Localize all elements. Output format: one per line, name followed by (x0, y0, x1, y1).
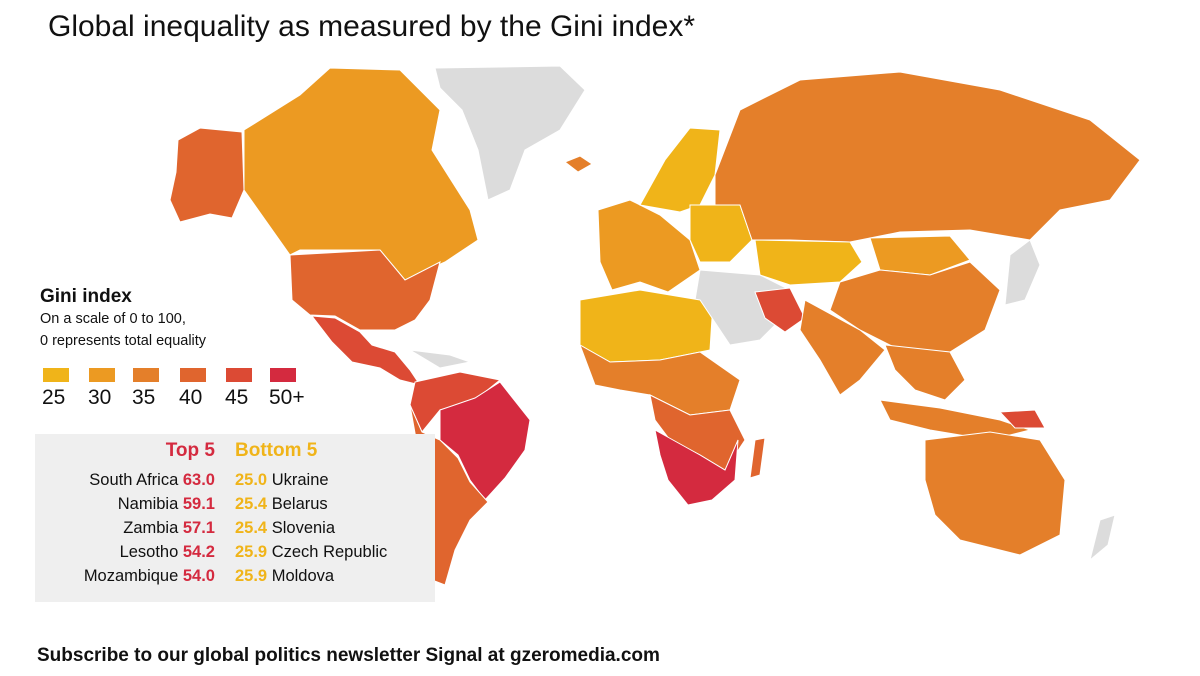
legend-label-25: 25 (42, 386, 66, 409)
top5-row: Lesotho 54.2 (35, 540, 215, 564)
region-southern-africa (654, 429, 739, 506)
legend-label-40: 40 (179, 386, 203, 409)
legend-label-30: 30 (88, 386, 112, 409)
top5-country: Zambia (123, 519, 179, 537)
legend-subtitle-line1: On a scale of 0 to 100, (40, 311, 186, 327)
top5-value: 57.1 (182, 519, 215, 537)
region-mexico (310, 315, 422, 386)
bottom5-row: 25.4 Slovenia (235, 516, 335, 540)
bottom5-value: 25.9 (235, 567, 268, 585)
legend-swatch-40 (180, 368, 206, 382)
map-title: Global inequality as measured by the Gin… (48, 10, 696, 43)
region-iceland (563, 155, 593, 173)
bottom5-country: Slovenia (271, 519, 336, 537)
region-japan (1004, 239, 1041, 306)
region-png (998, 409, 1046, 429)
legend-label-35: 35 (132, 386, 156, 409)
legend-swatch-45 (226, 368, 252, 382)
region-alaska (169, 127, 245, 223)
legend-swatch-50+ (270, 368, 296, 382)
region-north-africa (579, 289, 713, 363)
legend-label-45: 45 (225, 386, 249, 409)
top5-value: 59.1 (182, 495, 215, 513)
region-mongolia (869, 235, 971, 276)
bottom5-country: Ukraine (271, 471, 329, 489)
bottom5-row: 25.4 Belarus (235, 492, 328, 516)
region-australia (924, 431, 1066, 556)
bottom5-country: Belarus (271, 495, 328, 513)
top5-country: Lesotho (119, 543, 179, 561)
region-southeast-asia (884, 344, 966, 401)
bottom5-country: Czech Republic (271, 543, 388, 561)
top5-value: 63.0 (182, 471, 215, 489)
bottom5-row: 25.0 Ukraine (235, 468, 329, 492)
region-iran (754, 287, 806, 333)
top5-value: 54.2 (182, 543, 215, 561)
region-brazil (439, 381, 531, 501)
top5-country: Namibia (117, 495, 179, 513)
legend-title: Gini index (40, 286, 132, 307)
region-europe-west (597, 199, 701, 293)
region-caribbean (409, 349, 472, 369)
region-greenland (434, 65, 586, 201)
bottom5-heading: Bottom 5 (235, 440, 318, 461)
top5-heading: Top 5 (165, 440, 215, 461)
region-scandinavia (639, 127, 721, 213)
top5-value: 54.0 (182, 567, 215, 585)
region-madagascar (749, 437, 766, 479)
gini-legend: Gini index On a scale of 0 to 100, 0 rep… (40, 286, 340, 409)
legend-swatch-35 (133, 368, 159, 382)
bottom5-country: Moldova (271, 567, 335, 585)
top5-row: Mozambique 54.0 (35, 564, 215, 588)
top5-country: Mozambique (83, 567, 179, 585)
region-new-zealand (1089, 514, 1116, 562)
bottom5-value: 25.9 (235, 543, 268, 561)
top5-row: Zambia 57.1 (35, 516, 215, 540)
footer-subscribe: Subscribe to our global politics newslet… (37, 645, 660, 666)
rankings-panel: Top 5 Bottom 5 South Africa 63.0 Namibia … (35, 434, 435, 602)
bottom5-row: 25.9 Czech Republic (235, 540, 387, 564)
top5-row: Namibia 59.1 (35, 492, 215, 516)
legend-swatches: 25 30 35 40 45 50+ (40, 368, 340, 409)
region-canada (243, 67, 479, 281)
bottom5-value: 25.4 (235, 495, 268, 513)
region-usa (289, 249, 441, 331)
region-china (829, 261, 1001, 353)
legend-label-50+: 50+ (269, 386, 305, 409)
region-south-asia (799, 299, 886, 396)
top5-country: South Africa (89, 471, 179, 489)
legend-swatch-30 (89, 368, 115, 382)
bottom5-row: 25.9 Moldova (235, 564, 334, 588)
legend-swatch-25 (43, 368, 69, 382)
legend-subtitle-line2: 0 represents total equality (40, 333, 207, 349)
bottom5-value: 25.4 (235, 519, 268, 537)
region-russia (714, 71, 1141, 243)
top5-row: South Africa 63.0 (35, 468, 215, 492)
bottom5-value: 25.0 (235, 471, 268, 489)
region-central-asia (754, 239, 863, 286)
